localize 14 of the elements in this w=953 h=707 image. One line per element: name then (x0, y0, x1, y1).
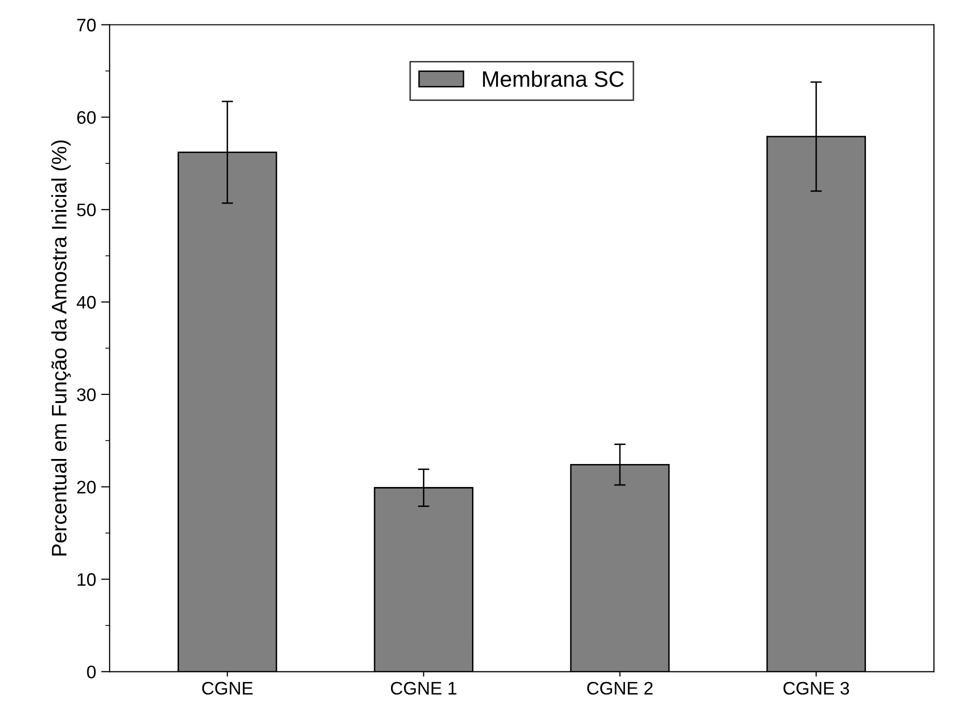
x-tick-label: CGNE 1 (390, 682, 456, 695)
y-tick-label: 20 (77, 480, 96, 494)
y-tick-label: 40 (76, 296, 96, 309)
x-tick-label: CGNE 2 (587, 682, 653, 695)
x-tick-label: CGNE (202, 682, 253, 695)
y-tick-label: 70 (77, 18, 96, 32)
y-tick-label: 50 (77, 204, 96, 216)
legend-label: Membrana SC (483, 70, 624, 87)
y-tick-label: 60 (77, 111, 96, 124)
y-tick-label: 30 (77, 388, 96, 402)
y-tick-label: 0 (87, 666, 96, 678)
y-tick-label: 10 (78, 573, 96, 586)
y-axis-title: Percentual em Função da Amostra Inicial (%) (51, 140, 71, 556)
x-tick-label: CGNE 3 (783, 682, 849, 695)
